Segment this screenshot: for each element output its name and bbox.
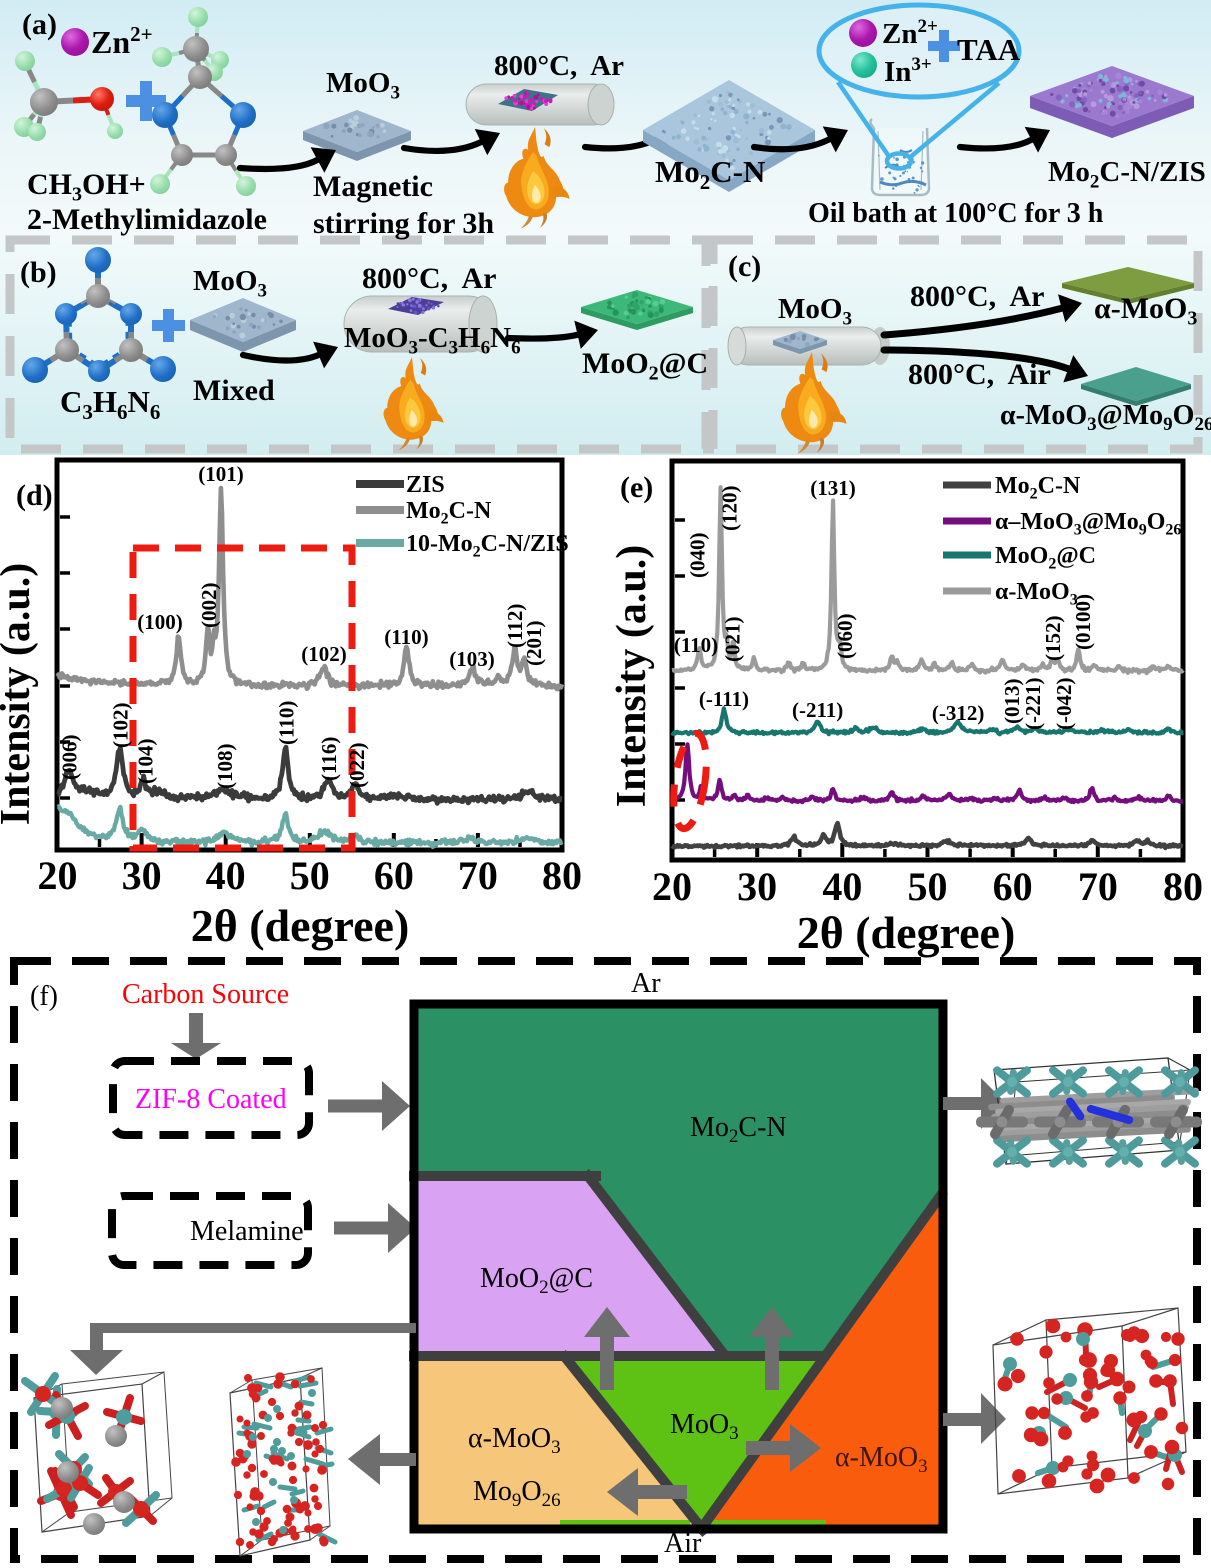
svg-text:MoO2@C: MoO2@C (480, 1263, 593, 1298)
svg-text:(110): (110) (674, 633, 718, 657)
svg-text:Mo2C-N: Mo2C-N (690, 1112, 787, 1147)
svg-text:α-MoO3@Mo9O26: α-MoO3@Mo9O26 (1000, 400, 1211, 435)
svg-text:Mo2C-N: Mo2C-N (655, 154, 765, 194)
svg-text:(131): (131) (810, 476, 856, 500)
svg-text:MoO2@C: MoO2@C (582, 347, 708, 385)
svg-text:MoO3: MoO3 (778, 293, 852, 329)
svg-text:TAA: TAA (957, 32, 1021, 67)
svg-text:800°C, Ar: 800°C, Ar (362, 262, 497, 295)
svg-text:Air: Air (664, 1528, 702, 1559)
svg-text:(006): (006) (57, 735, 81, 781)
svg-text:(103): (103) (449, 647, 495, 671)
svg-text:50: 50 (290, 853, 330, 898)
svg-text:Magnetic: Magnetic (313, 170, 433, 203)
svg-text:70: 70 (458, 853, 498, 898)
svg-text:(100): (100) (137, 610, 183, 634)
svg-text:800°C, Air: 800°C, Air (908, 358, 1051, 391)
svg-text:Intensity (a.u.): Intensity (a.u.) (0, 563, 39, 826)
svg-text:(040): (040) (686, 533, 710, 579)
svg-text:Ar: Ar (631, 968, 661, 999)
svg-text:70: 70 (1078, 864, 1118, 909)
svg-text:MoO2@C: MoO2@C (995, 543, 1096, 572)
svg-text:(-211): (-211) (792, 698, 843, 722)
svg-text:(-221): (-221) (1021, 678, 1045, 730)
svg-text:30: 30 (122, 853, 162, 898)
svg-text:(a): (a) (22, 8, 57, 41)
svg-text:(f): (f) (30, 981, 58, 1012)
svg-text:Zn2+: Zn2+ (882, 16, 938, 50)
svg-text:MoO3: MoO3 (326, 67, 400, 103)
svg-text:80: 80 (542, 853, 582, 898)
svg-text:(0100): (0100) (1071, 594, 1095, 650)
svg-text:(022): (022) (345, 743, 369, 789)
svg-text:MoO3-C3H6N6: MoO3-C3H6N6 (344, 322, 521, 358)
svg-text:Mixed: Mixed (193, 374, 275, 407)
svg-text:Intensity (a.u.): Intensity (a.u.) (609, 545, 655, 808)
svg-text:30: 30 (737, 864, 777, 909)
svg-text:20: 20 (652, 864, 692, 909)
svg-text:stirring for 3h: stirring for 3h (313, 207, 494, 240)
svg-text:60: 60 (993, 864, 1033, 909)
svg-text:ZIF-8 Coated: ZIF-8 Coated (135, 1084, 287, 1115)
svg-text:800°C, Ar: 800°C, Ar (910, 280, 1045, 313)
svg-text:α-MoO3: α-MoO3 (1094, 292, 1197, 330)
svg-text:(152): (152) (1041, 616, 1065, 662)
svg-text:20: 20 (38, 853, 78, 898)
svg-text:(-312): (-312) (932, 701, 984, 725)
svg-text:In3+: In3+ (884, 54, 932, 88)
svg-text:C3H6N6: C3H6N6 (60, 384, 160, 424)
svg-text:40: 40 (822, 864, 862, 909)
svg-text:MoO3: MoO3 (670, 1409, 739, 1444)
svg-text:(101): (101) (198, 462, 244, 486)
svg-text:(-111): (-111) (699, 687, 749, 711)
svg-text:60: 60 (374, 853, 414, 898)
svg-text:CH3OH+: CH3OH+ (27, 168, 146, 206)
svg-text:(104): (104) (133, 739, 157, 785)
svg-text:α-MoO3: α-MoO3 (468, 1423, 561, 1458)
svg-text:α-MoO3: α-MoO3 (835, 1442, 928, 1477)
svg-text:(-042): (-042) (1052, 678, 1076, 730)
svg-text:Melamine: Melamine (190, 1216, 304, 1247)
svg-text:(102): (102) (109, 703, 133, 749)
svg-text:(108): (108) (213, 744, 237, 790)
svg-text:(060): (060) (833, 614, 857, 660)
svg-text:40: 40 (206, 853, 246, 898)
svg-text:Mo2C-N: Mo2C-N (995, 473, 1081, 502)
svg-text:2-Methylimidazole: 2-Methylimidazole (27, 203, 267, 236)
svg-text:(013): (013) (1000, 679, 1024, 725)
svg-text:(b): (b) (20, 256, 57, 289)
svg-text:10-Mo2C-N/ZIS: 10-Mo2C-N/ZIS (406, 531, 569, 560)
svg-text:(201): (201) (522, 621, 546, 667)
svg-text:(d): (d) (16, 479, 53, 512)
svg-text:(110): (110) (384, 625, 428, 649)
svg-text:800°C, Ar: 800°C, Ar (494, 50, 624, 82)
svg-text:(021): (021) (720, 617, 744, 663)
svg-text:α–MoO3@Mo9O26: α–MoO3@Mo9O26 (995, 509, 1181, 538)
svg-text:(120): (120) (718, 486, 742, 532)
svg-text:Mo9O26: Mo9O26 (473, 1476, 561, 1511)
svg-text:Mo2C-N/ZIS: Mo2C-N/ZIS (1048, 156, 1206, 192)
svg-text:Oil bath at 100°C for 3 h: Oil bath at 100°C for 3 h (808, 198, 1104, 229)
svg-text:(110): (110) (274, 701, 298, 745)
svg-text:(116): (116) (317, 737, 341, 781)
svg-text:(112): (112) (503, 604, 527, 648)
svg-text:Mo2C-N: Mo2C-N (406, 498, 492, 527)
svg-text:Carbon Source: Carbon Source (122, 979, 289, 1010)
svg-text:2θ (degree): 2θ (degree) (797, 907, 1016, 958)
svg-text:50: 50 (908, 864, 948, 909)
svg-text:(e): (e) (620, 471, 653, 504)
svg-text:MoO3: MoO3 (193, 265, 267, 301)
svg-text:(002): (002) (197, 583, 221, 629)
svg-text:2θ (degree): 2θ (degree) (191, 900, 410, 951)
svg-text:(c): (c) (728, 250, 761, 283)
svg-text:α-MoO3: α-MoO3 (995, 579, 1078, 608)
svg-text:80: 80 (1163, 864, 1203, 909)
svg-text:(102): (102) (301, 642, 347, 666)
svg-text:Zn2+: Zn2+ (91, 22, 153, 60)
svg-text:ZIS: ZIS (406, 472, 445, 498)
